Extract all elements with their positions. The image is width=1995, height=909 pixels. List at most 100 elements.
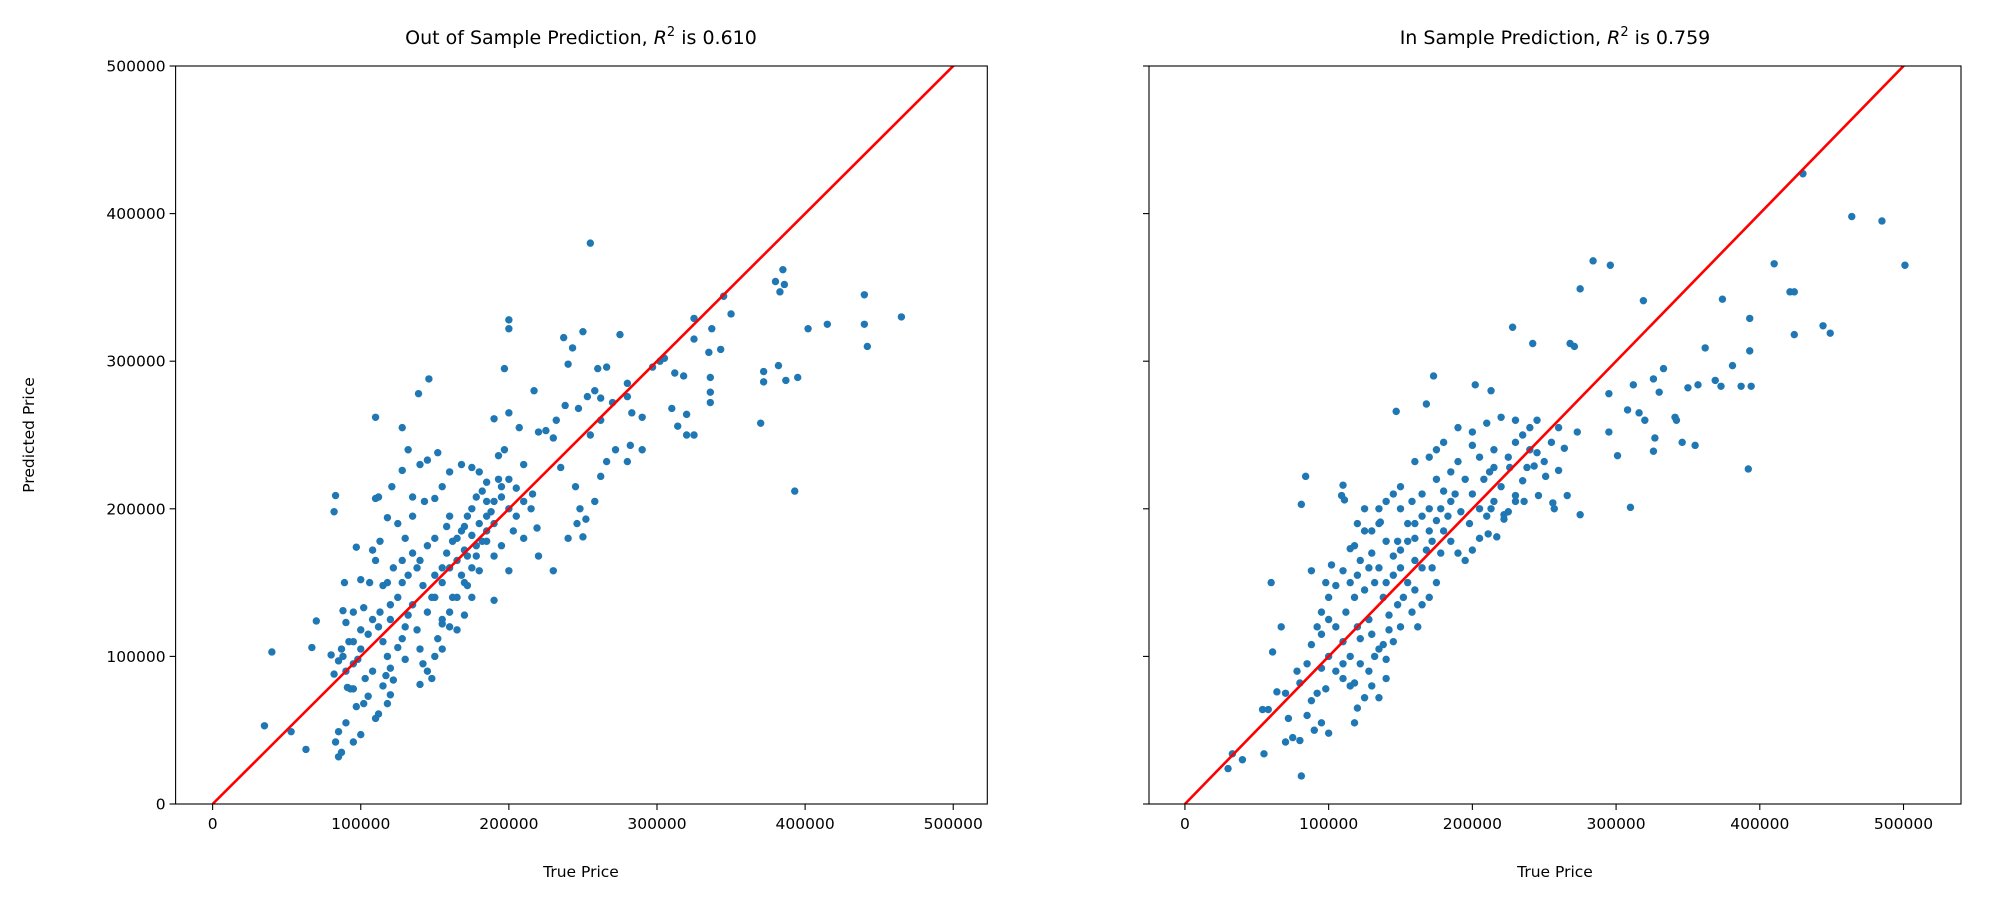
data-point [863, 342, 872, 351]
data-point [549, 567, 558, 575]
y-tick-label: 400000 [106, 205, 165, 223]
data-point [360, 603, 368, 612]
data-point [434, 634, 442, 643]
data-point [1432, 578, 1441, 587]
data-point [638, 446, 646, 454]
data-point [579, 533, 587, 541]
data-point [505, 475, 513, 483]
data-point [1437, 505, 1445, 513]
data-point [1356, 660, 1364, 668]
data-point [591, 387, 599, 395]
data-point [776, 288, 784, 296]
data-point [1635, 409, 1643, 417]
data-point [1389, 637, 1398, 646]
data-point [1901, 261, 1909, 269]
data-point [500, 446, 509, 454]
data-point [706, 373, 715, 382]
data-point [1411, 556, 1419, 565]
data-point [616, 330, 624, 339]
data-point [1487, 505, 1495, 513]
data-point [401, 534, 409, 543]
data-point [791, 487, 799, 495]
data-point [1389, 571, 1398, 579]
data-point [394, 593, 402, 602]
data-point [591, 497, 599, 506]
data-point [1523, 463, 1531, 472]
data-point [448, 593, 457, 602]
data-point [376, 537, 384, 545]
data-point [494, 475, 503, 483]
y-tick-label: 0 [156, 796, 166, 814]
data-point [1672, 416, 1681, 424]
data-point [1533, 416, 1541, 424]
data-point [357, 626, 365, 634]
panel-title: In Sample Prediction, R2 is 0.759 [1400, 25, 1711, 49]
plot-area [211, 66, 956, 804]
x-tick-label: 200000 [479, 815, 538, 833]
data-point [1790, 288, 1798, 296]
data-point [1332, 581, 1340, 590]
data-point [1475, 534, 1484, 543]
data-point [1313, 689, 1321, 697]
data-point [1711, 376, 1719, 385]
data-point [1399, 593, 1408, 602]
data-point [453, 626, 461, 634]
data-point [628, 409, 636, 417]
x-axis-label: True Price [1516, 863, 1593, 881]
data-point [756, 419, 765, 427]
data-point [1576, 285, 1584, 293]
x-tick-label: 100000 [1299, 815, 1358, 833]
data-point [398, 578, 406, 587]
data-point [490, 596, 498, 605]
data-point [1649, 375, 1658, 383]
data-point [1322, 685, 1330, 693]
data-point [1425, 593, 1433, 602]
data-point [1411, 534, 1419, 543]
data-point [574, 404, 583, 413]
data-point [398, 423, 406, 432]
out-of-sample-panel: Out of Sample Prediction, R2 is 0.610 Tr… [20, 25, 988, 881]
data-point [374, 623, 383, 631]
data-point [1511, 491, 1520, 500]
data-point [457, 460, 466, 469]
data-point [472, 552, 480, 560]
data-point [343, 683, 352, 692]
data-point [759, 367, 768, 376]
data-point [342, 719, 350, 727]
axes-frame [1148, 65, 1962, 805]
data-point [1504, 508, 1512, 516]
data-point [419, 581, 427, 590]
data-point [420, 497, 429, 506]
data-point [573, 519, 581, 528]
data-point [349, 608, 358, 616]
data-point [460, 578, 469, 587]
data-point [1425, 527, 1433, 535]
x-tick-label: 400000 [1730, 815, 1789, 833]
data-point [557, 463, 565, 472]
data-point [1480, 475, 1488, 483]
data-point [475, 519, 483, 528]
data-point [1461, 475, 1469, 483]
data-point [308, 643, 316, 652]
data-point [509, 527, 518, 535]
data-point [413, 564, 421, 572]
data-point [394, 519, 402, 528]
data-point [408, 512, 417, 520]
data-point [1659, 364, 1668, 373]
data-point [1365, 564, 1373, 572]
data-point [623, 379, 632, 388]
data-point [1277, 623, 1285, 631]
data-point [416, 556, 424, 565]
data-point [690, 314, 698, 323]
data-point [460, 611, 469, 619]
data-point [1547, 438, 1556, 447]
data-point [334, 727, 343, 736]
data-point [431, 652, 439, 661]
data-point [1375, 694, 1383, 702]
data-point [860, 291, 869, 299]
data-point [706, 398, 715, 407]
r-exponent: 2 [1620, 25, 1628, 40]
data-point [1819, 322, 1827, 330]
data-point [431, 571, 439, 579]
data-point [1613, 451, 1622, 460]
